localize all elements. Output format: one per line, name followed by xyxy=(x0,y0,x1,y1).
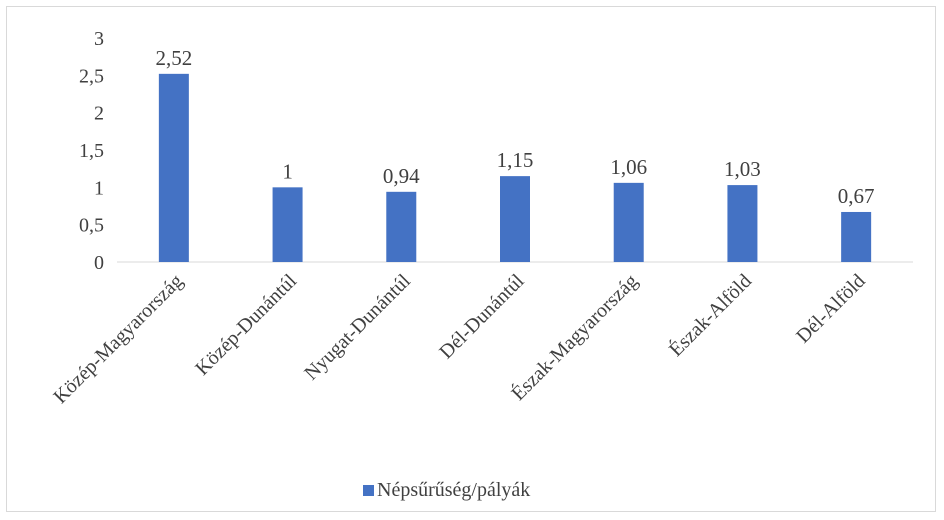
bar xyxy=(500,176,530,262)
y-tick-label: 0 xyxy=(94,252,104,274)
x-category-label: Észak-Alföld xyxy=(664,269,756,361)
bar xyxy=(841,211,872,262)
bar xyxy=(386,191,417,262)
data-label: 1,15 xyxy=(497,148,534,172)
x-category-label: Észak-Magyarország xyxy=(507,269,643,405)
data-label: 1 xyxy=(282,159,293,183)
data-label: 1,03 xyxy=(724,157,761,181)
x-category-label: Nyugat-Dunántúl xyxy=(300,270,415,385)
x-category-label: Dél-Dunántúl xyxy=(435,270,529,364)
y-tick-label: 0,5 xyxy=(79,215,104,237)
data-label: 2,52 xyxy=(155,46,192,70)
data-label: 1,06 xyxy=(610,155,647,179)
bar xyxy=(272,187,303,262)
y-tick-label: 3 xyxy=(94,28,104,50)
legend-label: Népsűrűség/pályák xyxy=(377,479,530,501)
x-category-label: Közép-Magyarország xyxy=(49,270,187,408)
bar xyxy=(613,182,644,262)
x-category-label: Közép-Dunántúl xyxy=(191,270,301,380)
data-label: 0,94 xyxy=(383,164,420,188)
y-tick-label: 1 xyxy=(94,177,104,199)
x-category-label: Dél-Alföld xyxy=(792,270,870,348)
data-label: 0,67 xyxy=(838,184,875,208)
bar xyxy=(727,185,758,262)
legend-swatch xyxy=(363,485,374,496)
y-tick-label: 1,5 xyxy=(79,140,104,162)
y-tick-label: 2,5 xyxy=(79,65,104,87)
y-tick-label: 2 xyxy=(94,103,104,125)
bar xyxy=(158,73,189,262)
